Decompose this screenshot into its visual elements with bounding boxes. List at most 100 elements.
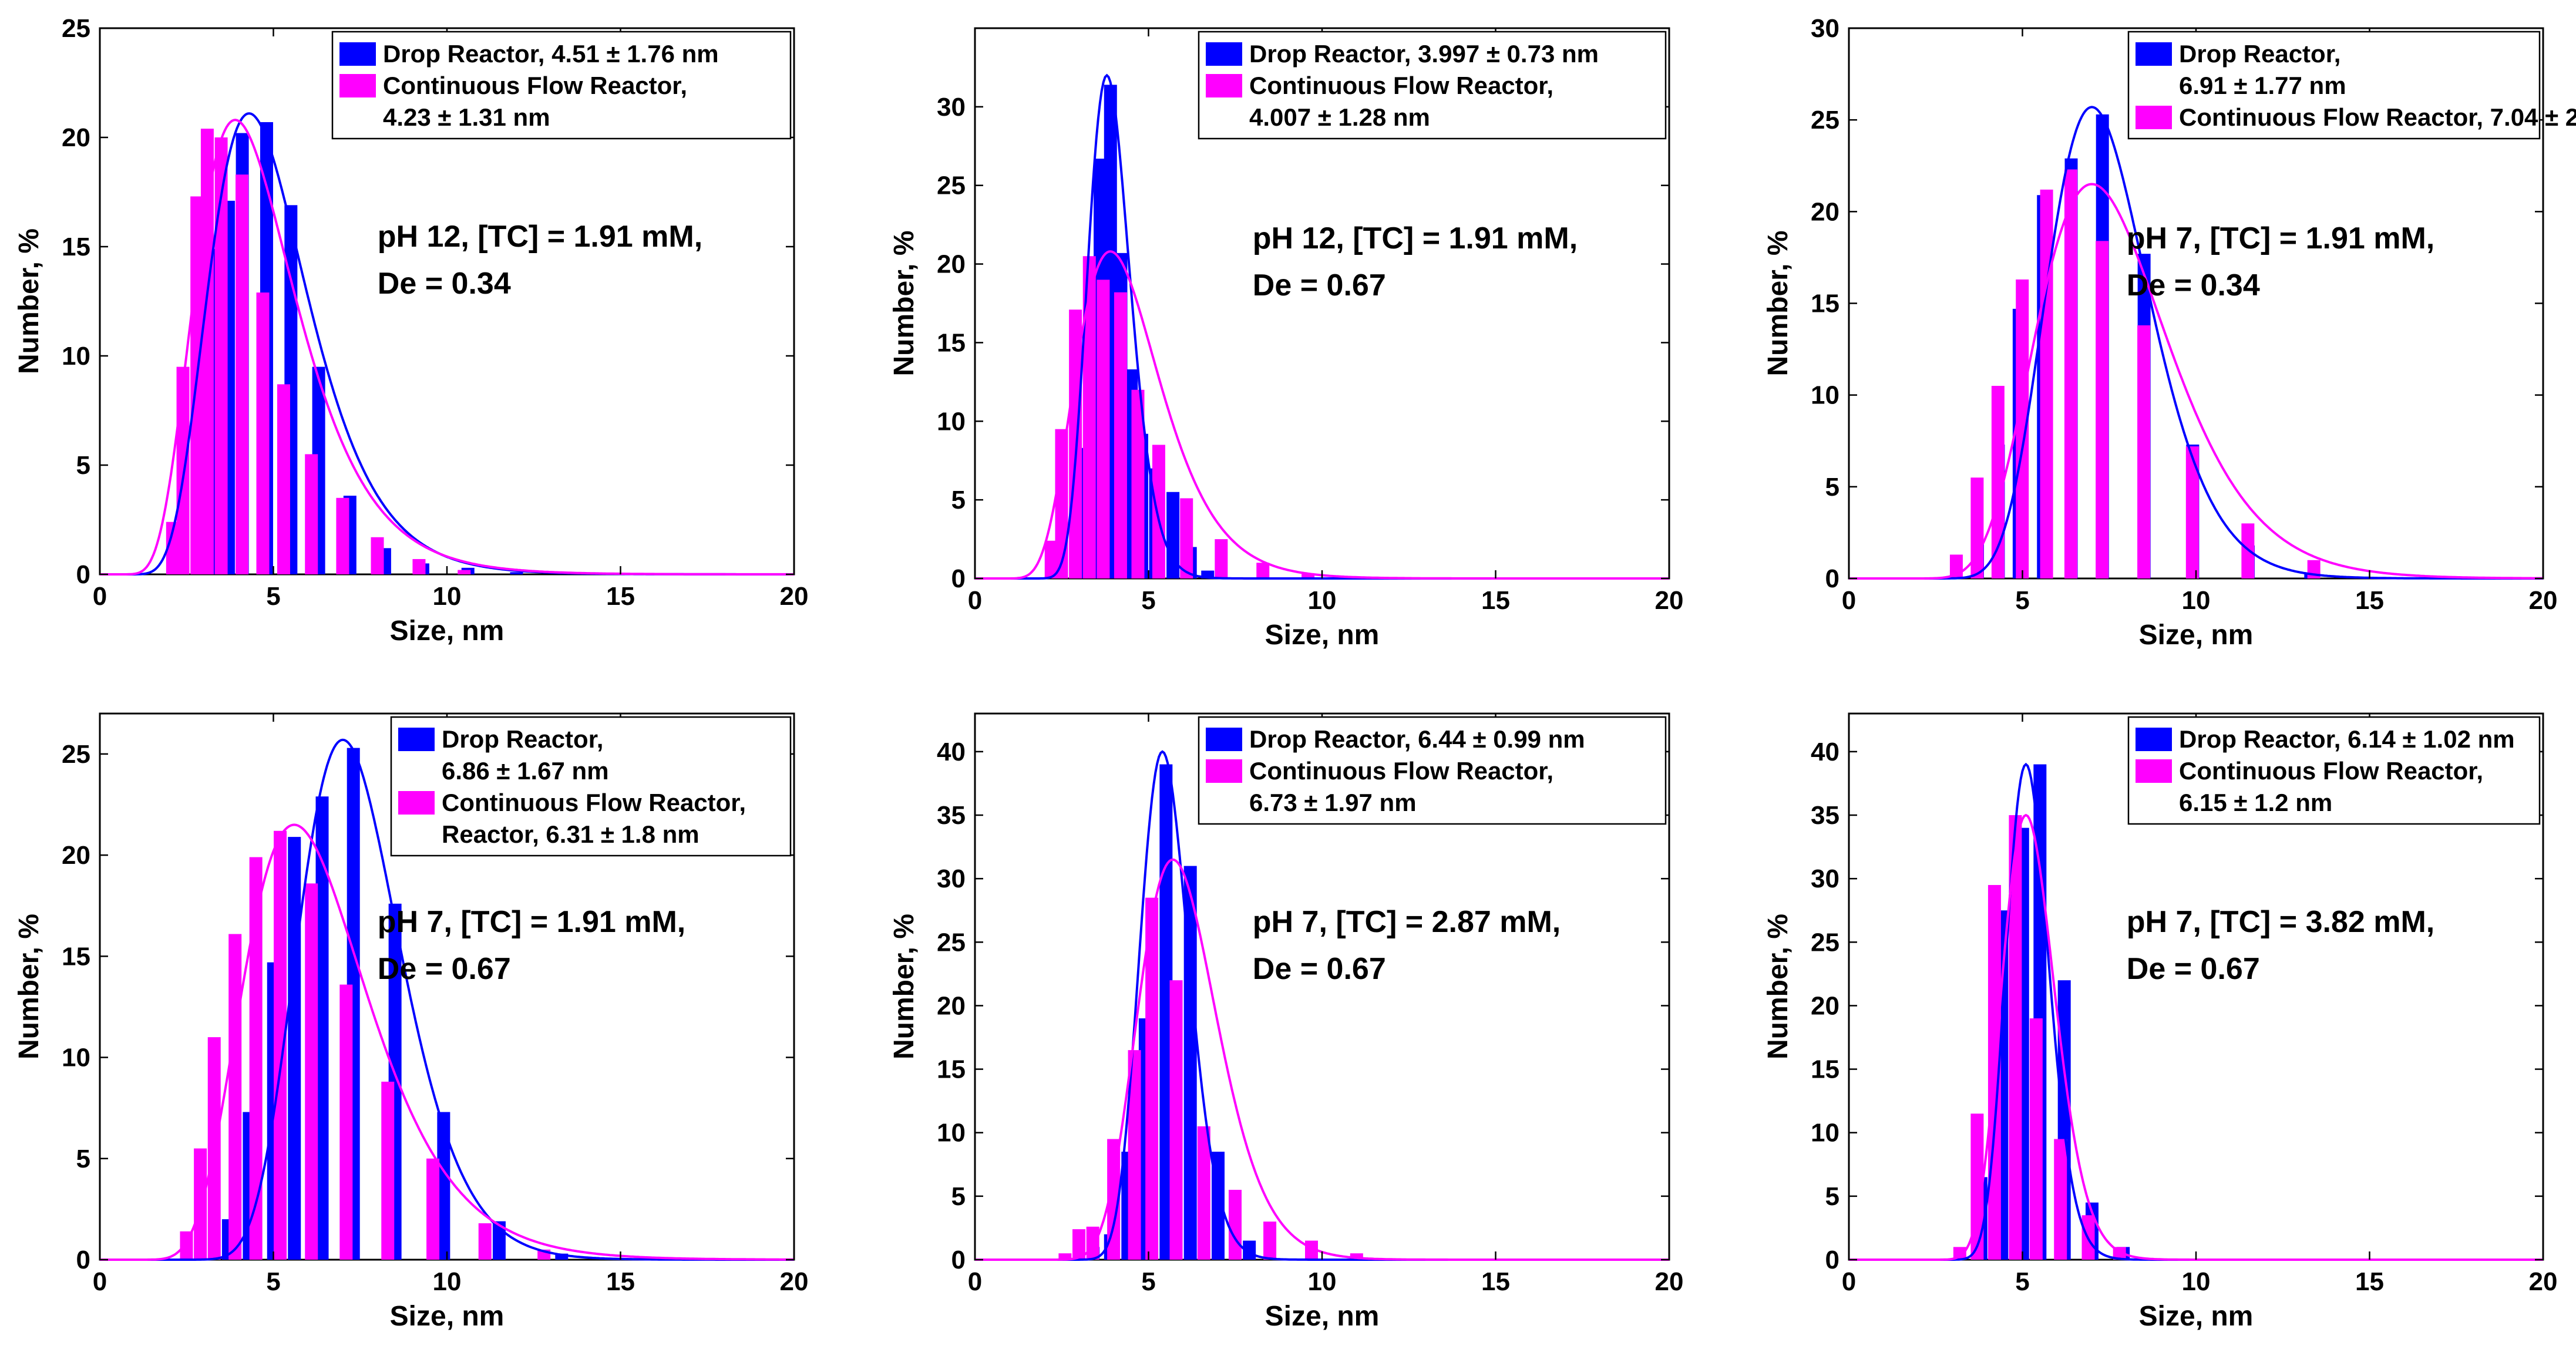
y-tick-label-1: 5 — [1825, 1182, 1839, 1211]
annotation-line-0: pH 7, [TC] = 3.82 mM, — [2127, 905, 2434, 939]
y-tick-label-0: 0 — [1825, 1246, 1839, 1274]
flow-legend-swatch — [339, 74, 376, 97]
y-axis-label: Number, % — [1763, 914, 1794, 1059]
x-tick-label-0: 0 — [1842, 1267, 1856, 1296]
x-tick-label-0: 0 — [93, 582, 107, 611]
annotation-line-0: pH 12, [TC] = 1.91 mM, — [1253, 221, 1578, 255]
y-tick-label-4: 20 — [1811, 197, 1839, 226]
drop-bar-11 — [510, 572, 523, 574]
x-tick-label-1: 5 — [1141, 1267, 1155, 1296]
x-axis-label: Size, nm — [1265, 1301, 1380, 1332]
y-tick-label-4: 20 — [937, 991, 966, 1020]
legend-label-0: Drop Reactor, 3.997 ± 0.73 nm — [1249, 40, 1599, 68]
flow-bar-6 — [1169, 980, 1183, 1260]
y-tick-label-0: 0 — [951, 1246, 966, 1274]
y-tick-label-3: 15 — [1811, 1055, 1839, 1084]
x-tick-label-0: 0 — [968, 1267, 982, 1296]
y-tick-label-2: 10 — [937, 1119, 966, 1148]
flow-legend-swatch — [2136, 759, 2172, 783]
drop-bar-7 — [437, 1112, 450, 1260]
y-tick-label-5: 25 — [937, 171, 966, 200]
flow-bar-3 — [2016, 279, 2029, 578]
flow-bar-4 — [2040, 189, 2053, 578]
flow-bar-8 — [2185, 446, 2199, 578]
flow-bar-4 — [1128, 1050, 1141, 1260]
flow-bar-3 — [1082, 256, 1096, 579]
drop-legend-swatch — [339, 42, 376, 66]
drop-legend-swatch — [2136, 728, 2172, 751]
flow-bar-5 — [2064, 169, 2077, 578]
x-tick-label-0: 0 — [93, 1267, 107, 1296]
y-tick-label-0: 0 — [951, 564, 966, 593]
x-axis-label: Size, nm — [390, 615, 505, 647]
drop-legend-swatch — [1206, 42, 1242, 66]
y-tick-label-5: 25 — [62, 14, 90, 43]
y-tick-label-1: 5 — [951, 486, 966, 514]
x-tick-label-1: 5 — [2015, 1267, 2029, 1296]
flow-bar-1 — [1055, 429, 1068, 578]
y-tick-label-1: 5 — [951, 1182, 966, 1211]
legend-label-0: Drop Reactor, 6.44 ± 0.99 nm — [1249, 725, 1585, 753]
flow-legend-swatch — [2136, 106, 2172, 129]
y-axis-label: Number, % — [14, 914, 45, 1059]
x-tick-label-0: 0 — [968, 586, 982, 615]
flow-bar-8 — [381, 1081, 395, 1260]
y-tick-label-6: 30 — [937, 864, 966, 893]
y-tick-label-5: 25 — [1811, 928, 1839, 957]
flow-bar-7 — [339, 984, 353, 1260]
legend-label-0: Drop Reactor, 4.51 ± 1.76 nm — [383, 40, 719, 68]
annotation-line-1: De = 0.67 — [2127, 952, 2260, 986]
annotation-line-1: De = 0.67 — [378, 952, 511, 986]
flow-legend-swatch — [1206, 74, 1242, 97]
x-tick-label-2: 10 — [433, 582, 462, 611]
flow-fit-line — [100, 119, 794, 576]
flow-bar-6 — [2096, 241, 2109, 579]
x-tick-label-4: 20 — [780, 1267, 809, 1296]
legend-box — [1198, 716, 1667, 825]
flow-bar-4 — [1097, 280, 1110, 578]
x-tick-label-2: 10 — [2182, 1267, 2211, 1296]
flow-bar-4 — [214, 137, 228, 574]
y-tick-label-7: 35 — [1811, 801, 1839, 830]
flow-bar-6 — [1131, 389, 1145, 578]
legend-box — [331, 31, 792, 140]
annotation-line-1: De = 0.34 — [2127, 268, 2260, 302]
flow-bar-7 — [277, 384, 290, 574]
flow-bar-2 — [1991, 386, 2005, 578]
flow-bar-2 — [1069, 309, 1082, 578]
y-tick-label-3: 15 — [1811, 290, 1839, 318]
x-tick-label-2: 10 — [1308, 586, 1337, 615]
y-tick-label-2: 10 — [1811, 381, 1839, 410]
x-axis-label: Size, nm — [1265, 620, 1380, 651]
y-tick-label-3: 15 — [937, 328, 966, 357]
legend-label-1: 6.91 ± 1.77 nm — [2179, 72, 2346, 99]
x-tick-label-4: 20 — [780, 582, 809, 611]
flow-bar-6 — [256, 292, 270, 574]
y-axis-label: Number, % — [1763, 230, 1794, 376]
flow-bar-3 — [2009, 815, 2022, 1260]
legend-label-2: 6.15 ± 1.2 nm — [2179, 789, 2332, 816]
flow-bar-4 — [249, 857, 263, 1260]
flow-bar-0 — [166, 521, 179, 574]
flow-bar-9 — [336, 497, 349, 574]
x-tick-label-3: 15 — [1481, 586, 1510, 615]
y-tick-label-4: 20 — [937, 250, 966, 279]
flow-bar-5 — [2054, 1139, 2067, 1260]
x-tick-label-1: 5 — [1141, 586, 1155, 615]
legend-label-3: Reactor, 6.31 ± 1.8 nm — [442, 820, 700, 848]
flow-bar-5 — [236, 174, 249, 574]
flow-bar-9 — [426, 1158, 440, 1260]
y-tick-label-5: 25 — [62, 740, 90, 769]
flow-bar-8 — [305, 454, 318, 574]
drop-bar-4 — [315, 796, 329, 1260]
y-tick-label-0: 0 — [1825, 564, 1839, 593]
legend-label-0: Drop Reactor, — [442, 725, 603, 753]
flow-bar-9 — [1215, 539, 1228, 578]
annotation-line-0: pH 7, [TC] = 2.87 mM, — [1253, 905, 1561, 939]
legend-box — [2127, 31, 2541, 140]
flow-bar-7 — [2137, 325, 2151, 578]
flow-bar-11 — [1350, 1253, 1363, 1260]
